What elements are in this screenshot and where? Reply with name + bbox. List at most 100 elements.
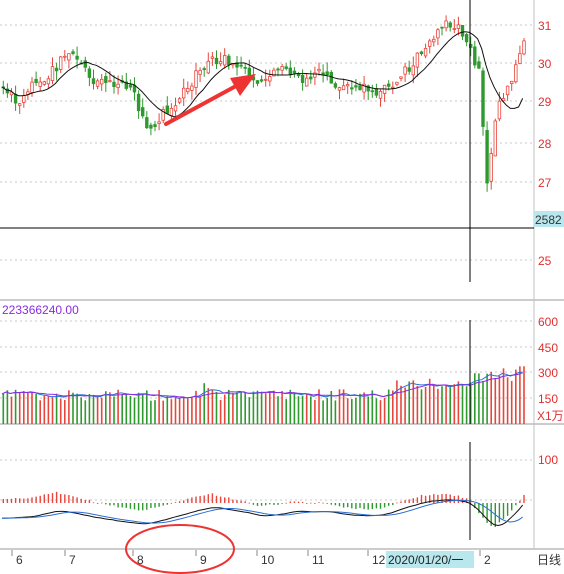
macd-histogram-bar [502,503,505,520]
volume-bar [236,392,238,424]
macd-histogram-bar [301,501,304,503]
candle-body [501,98,506,102]
price-candle [399,76,403,82]
macd-histogram-bar [154,503,156,508]
candle-body [386,83,391,87]
volume-bar [465,386,468,424]
volume-bar [10,396,13,424]
macd-histogram-bar [388,503,390,506]
volume-bar [174,397,177,424]
volume-bar [96,396,99,424]
macd-histogram-bar [211,493,214,503]
macd-histogram-bar [215,495,218,503]
price-candle [489,147,493,190]
volume-bar [305,393,308,424]
volume-bar [203,383,205,424]
price-candle [59,55,63,74]
price-candle [345,81,350,94]
volume-bar [84,400,87,424]
price-candles [1,15,526,192]
volume-bar [223,394,226,424]
macd-histogram-bar [178,501,181,503]
macd-histogram-bar [433,494,435,503]
price-candle [153,120,157,132]
volume-bar [117,389,119,424]
macd-histogram-bar [293,501,296,503]
candle-body [186,88,190,93]
candle-body [423,48,428,57]
price-candle [214,50,219,70]
price-candle [112,75,116,94]
price-candle [255,80,260,87]
candle-body [489,153,493,182]
macd-histogram-bar [252,503,255,505]
candle-body [214,57,219,65]
price-candle [161,106,165,124]
price-candle [46,75,51,89]
volume-bars [2,366,525,424]
macd-histogram-bar [31,497,33,503]
price-candle [350,80,354,95]
candle-body [333,83,338,88]
volume-bar [338,389,341,424]
price-candle [485,121,489,192]
volume-ma-purple [1,372,523,399]
macd-dea-line [2,499,523,524]
period-button[interactable]: 日线 [534,550,564,570]
price-candle [395,81,399,87]
price-candle [481,67,485,136]
volume-bar [326,397,328,424]
price-candle [108,71,112,83]
candle-body [448,22,452,28]
candle-body [255,80,260,84]
volume-bar [416,385,419,424]
price-candle [243,63,247,74]
volume-bar [437,388,439,424]
volume-bar [55,393,58,424]
candle-body [239,64,243,67]
volume-bar [515,369,517,424]
volume-bar [252,391,255,424]
price-candle [452,19,456,34]
annotation-circle [125,524,235,574]
price-candle [378,89,383,107]
price-candle [514,59,518,84]
price-candle [157,113,161,131]
x-axis-month-label: 12 [372,553,386,567]
price-candle [177,96,182,105]
candle-body [173,105,178,112]
volume-bar [256,390,259,424]
volume-unit: X1万 [537,409,564,423]
volume-bar [469,384,472,424]
volume-bar [137,392,140,424]
volume-axis-label: 450 [538,341,558,355]
volume-bar [264,393,267,424]
macd-histogram-bar [150,503,152,508]
candle-body [419,51,424,55]
macd-histogram-bar [306,503,308,504]
price-candle [501,92,506,102]
volume-bar [59,398,62,424]
candle-body [329,71,333,84]
macd-histogram-bar [277,503,279,505]
volume-bar [371,390,374,424]
volume-bar [207,388,210,424]
volume-bar [301,395,304,424]
price-candle [194,63,198,95]
volume-bar [178,397,181,424]
volume-bar [121,395,123,424]
macd-histogram-bar [117,503,119,508]
period-button-label[interactable]: 日线 [537,553,561,567]
macd-histogram-bar [383,503,386,508]
volume-axis-label: 600 [538,315,558,329]
candle-body [177,98,182,103]
candle-body [227,55,231,66]
candle-body [415,52,420,68]
macd-histogram-bar [404,500,406,503]
macd-histogram-bar [359,503,361,508]
price-candle [370,84,374,98]
volume-bar [39,400,41,424]
macd-histogram-bar [51,493,54,503]
macd-histogram-bar [60,494,62,503]
